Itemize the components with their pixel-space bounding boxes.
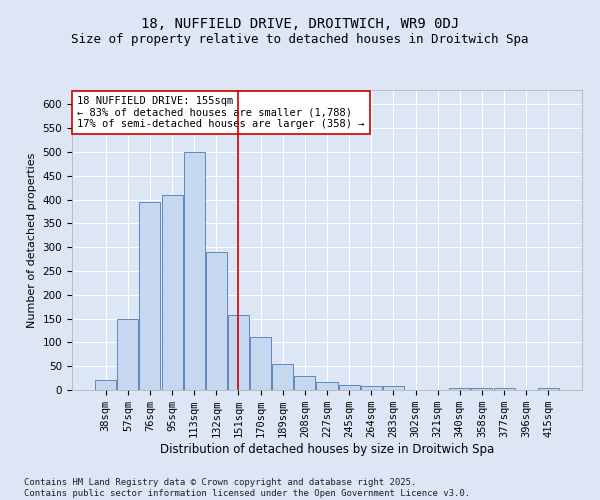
Bar — [95, 380, 116, 390]
Bar — [472, 388, 493, 390]
Bar — [118, 318, 139, 390]
Text: Size of property relative to detached houses in Droitwich Spa: Size of property relative to detached ho… — [71, 32, 529, 46]
X-axis label: Distribution of detached houses by size in Droitwich Spa: Distribution of detached houses by size … — [160, 443, 494, 456]
Bar — [228, 315, 249, 390]
Bar — [250, 336, 271, 390]
Bar — [361, 386, 382, 390]
Bar — [295, 376, 316, 390]
Text: 18 NUFFIELD DRIVE: 155sqm
← 83% of detached houses are smaller (1,788)
17% of se: 18 NUFFIELD DRIVE: 155sqm ← 83% of detac… — [77, 96, 365, 129]
Text: 18, NUFFIELD DRIVE, DROITWICH, WR9 0DJ: 18, NUFFIELD DRIVE, DROITWICH, WR9 0DJ — [141, 18, 459, 32]
Y-axis label: Number of detached properties: Number of detached properties — [27, 152, 37, 328]
Bar — [449, 388, 470, 390]
Bar — [383, 386, 404, 390]
Bar — [161, 195, 182, 390]
Bar — [338, 385, 359, 390]
Bar — [206, 252, 227, 390]
Bar — [538, 388, 559, 390]
Text: Contains HM Land Registry data © Crown copyright and database right 2025.
Contai: Contains HM Land Registry data © Crown c… — [24, 478, 470, 498]
Bar — [494, 388, 515, 390]
Bar — [184, 152, 205, 390]
Bar — [139, 202, 160, 390]
Bar — [272, 364, 293, 390]
Bar — [316, 382, 338, 390]
